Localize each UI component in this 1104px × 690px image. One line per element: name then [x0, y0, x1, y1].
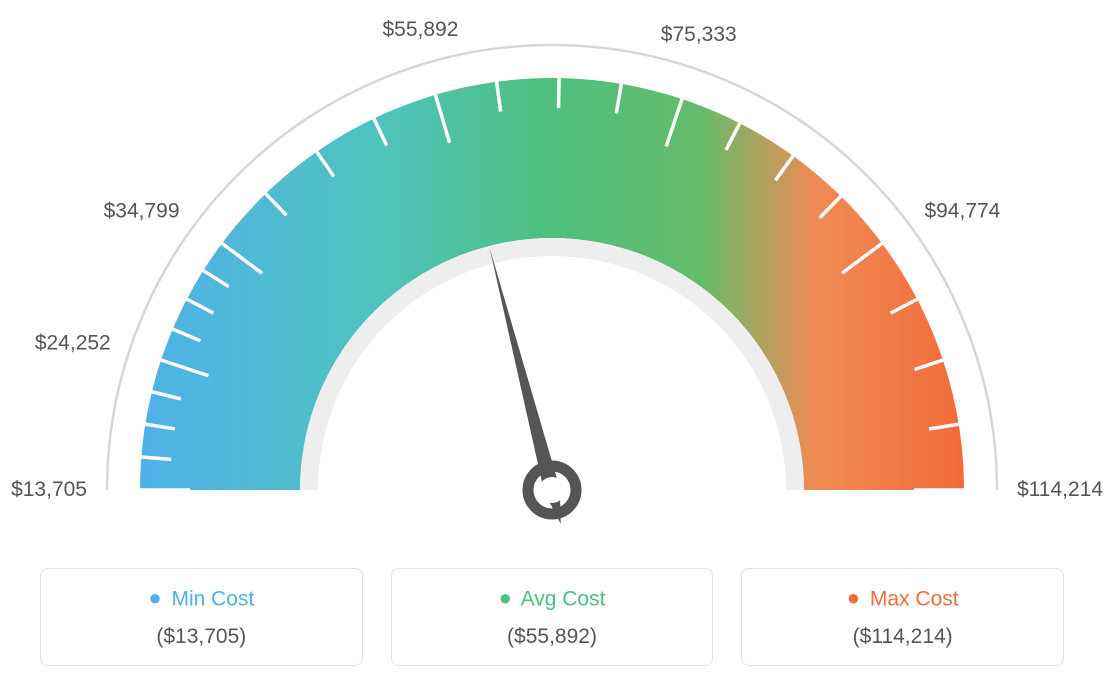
legend-row: ● Min Cost ($13,705) ● Avg Cost ($55,892…	[0, 568, 1104, 666]
legend-min-value: ($13,705)	[49, 625, 354, 649]
gauge-needle-hub-hole	[539, 477, 565, 503]
gauge-tick-label: $75,333	[661, 23, 737, 46]
legend-max-dot-icon: ●	[847, 585, 860, 610]
gauge-tick-label: $24,252	[35, 331, 111, 354]
gauge-chart-container: $13,705 $24,252 $34,799 $55,892 $75,333 $94,7…	[0, 0, 1104, 690]
legend-card-min: ● Min Cost ($13,705)	[40, 568, 363, 666]
gauge-svg: $13,705 $24,252 $34,799 $55,892 $75,333 $94,7…	[0, 0, 1104, 540]
gauge-tick-minor	[559, 78, 560, 108]
gauge-area: $13,705 $24,252 $34,799 $55,892 $75,333 $94,7…	[0, 0, 1104, 540]
legend-avg-title: ● Avg Cost	[400, 587, 705, 613]
legend-max-value: ($114,214)	[750, 625, 1055, 649]
legend-min-title: ● Min Cost	[49, 587, 354, 613]
legend-min-dot-icon: ●	[148, 585, 161, 610]
legend-max-label: Max Cost	[870, 588, 959, 611]
gauge-tick-label: $114,214	[1017, 478, 1103, 501]
legend-avg-dot-icon: ●	[499, 585, 512, 610]
legend-min-label: Min Cost	[171, 588, 254, 611]
legend-card-max: ● Max Cost ($114,214)	[741, 568, 1064, 666]
gauge-tick-label: $55,892	[382, 18, 458, 41]
gauge-tick-label: $13,705	[11, 478, 87, 501]
legend-card-avg: ● Avg Cost ($55,892)	[391, 568, 714, 666]
gauge-tick-minor	[141, 457, 171, 459]
legend-avg-value: ($55,892)	[400, 625, 705, 649]
legend-max-title: ● Max Cost	[750, 587, 1055, 613]
gauge-tick-label: $94,774	[924, 200, 1000, 223]
gauge-main-arc	[140, 78, 964, 490]
legend-avg-label: Avg Cost	[521, 588, 606, 611]
gauge-tick-label: $34,799	[104, 200, 180, 223]
